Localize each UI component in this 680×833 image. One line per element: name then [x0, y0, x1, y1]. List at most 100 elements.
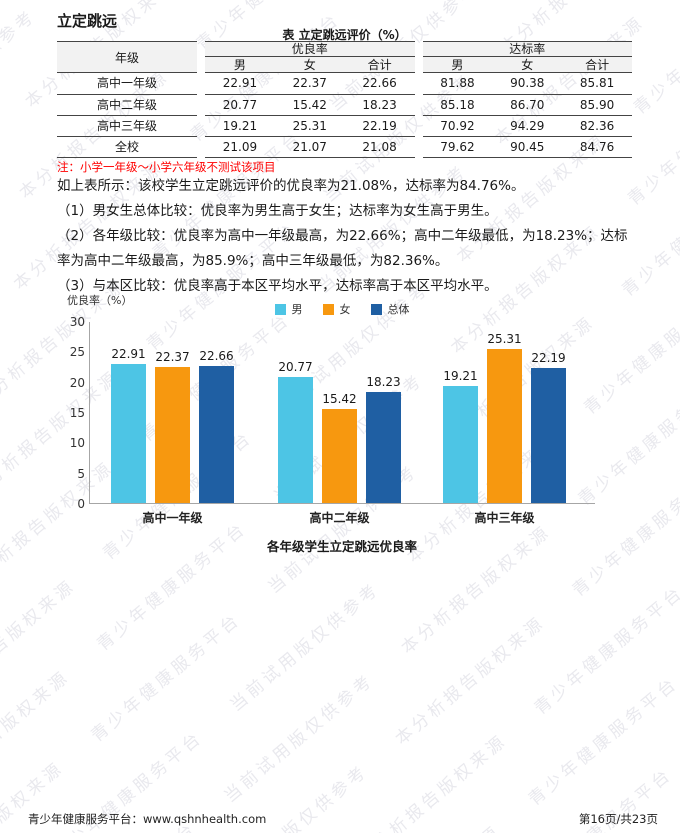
grade-header-cell: 年级 [57, 42, 197, 73]
table-row: 79.62 90.45 84.76 [422, 136, 632, 157]
table-excellent-group: 优良率 男 女 合计 22.91 22.37 22.66 20.77 15.42… [205, 41, 415, 158]
legend-label-female: 女 [339, 303, 351, 316]
value-cell: 85.18 [440, 98, 475, 112]
table-row: 高中一年级 [57, 73, 197, 94]
bar-value-label: 20.77 [278, 360, 313, 374]
page-title: 立定跳远 [57, 12, 118, 30]
bar-slot: 22.19 [531, 322, 566, 503]
bar-female-grade3 [487, 349, 522, 503]
bar-slot: 22.91 [111, 322, 146, 503]
table-title: 表 立定跳远评价（%） [282, 28, 407, 42]
analysis-point-3: （3）与本区比较：优良率高于本区平均水平，达标率高于本区平均水平。 [57, 278, 498, 294]
y-tick-label: 25 [69, 345, 85, 359]
pass-rate-header: 达标率 [422, 42, 632, 57]
value-cell: 19.21 [222, 119, 258, 133]
value-cell: 21.08 [362, 140, 397, 154]
y-tick-label: 10 [69, 436, 85, 450]
table-row: 81.88 90.38 85.81 [423, 73, 633, 94]
bar-slot: 18.23 [366, 322, 401, 503]
legend-swatch-total [370, 303, 382, 315]
grade-cell: 全校 [114, 140, 139, 154]
value-cell: 90.38 [510, 76, 545, 90]
value-cell: 85.90 [579, 98, 615, 112]
bar-total-grade2 [366, 392, 401, 503]
value-cell: 15.42 [292, 98, 327, 112]
bar-group-grade3: 19.21 25.31 22.19 高中三年级 [443, 322, 566, 525]
category-label-grade2: 高中二年级 [309, 511, 370, 525]
value-cell: 22.37 [292, 76, 327, 90]
value-cell: 25.31 [292, 119, 327, 133]
col-header-total: 合计 [585, 58, 610, 72]
analysis-point-1: （1）男女生总体比较：优良率为男生高于女生；达标率为女生高于男生。 [57, 203, 498, 219]
grade-cell: 高中二年级 [96, 98, 157, 112]
legend-swatch-male [274, 303, 286, 315]
bar-female-grade2 [322, 409, 357, 503]
value-cell: 22.91 [222, 76, 258, 90]
value-cell: 81.88 [440, 76, 475, 90]
value-cell: 84.76 [579, 140, 615, 154]
excellent-subheaders: 男 女 合计 [205, 57, 415, 73]
legend-item-total: 总体 [370, 301, 410, 317]
table-row: 19.21 25.31 22.19 [205, 115, 415, 136]
table-row: 70.92 94.29 82.36 [422, 115, 632, 136]
legend-swatch-female [322, 303, 334, 315]
category-label-grade1: 高中一年级 [142, 511, 203, 525]
y-tick-label: 0 [77, 497, 85, 511]
value-cell: 18.23 [362, 98, 397, 112]
analysis-point-2: （2）各年级比较：优良率为高中一年级最高，为22.66%；高中二年级最低，为18… [57, 228, 628, 269]
footer-platform-url: 青少年健康服务平台：www.qshnhealth.com [28, 812, 267, 826]
y-tick-label: 5 [77, 467, 85, 481]
bar-value-label: 19.21 [443, 369, 478, 384]
analysis-text: 如上表所示：该校学生立定跳远评价的优良率为21.08%，达标率为84.76%。 … [57, 174, 634, 299]
bar-group-grade2: 20.77 15.42 18.23 高中二年级 [278, 322, 401, 525]
value-cell: 90.45 [510, 140, 545, 154]
bar-total-grade1 [199, 365, 234, 503]
value-cell: 22.66 [362, 76, 397, 90]
table-grade-column: 年级 高中一年级 高中二年级 高中三年级 全校 [57, 41, 197, 158]
y-tick-label: 30 [69, 315, 85, 329]
bar-value-label: 25.31 [487, 332, 522, 347]
excellent-rate-header: 优良率 [205, 42, 415, 57]
grade-cell: 高中一年级 [96, 76, 157, 90]
value-cell: 86.70 [510, 98, 545, 112]
bar-slot: 22.37 [155, 322, 190, 503]
bar-slot: 25.31 [487, 322, 522, 503]
value-cell: 94.29 [510, 119, 545, 133]
value-cell: 21.09 [222, 140, 258, 154]
bar-value-label: 18.23 [366, 375, 401, 390]
bar-value-label: 15.42 [322, 392, 357, 407]
col-header-male: 男 [233, 58, 246, 72]
bar-slot: 22.66 [199, 322, 234, 503]
table-row: 85.18 86.70 85.90 [422, 94, 632, 115]
table-row: 高中三年级 [57, 115, 197, 136]
table-row: 22.91 22.37 22.66 [205, 73, 415, 94]
value-cell: 21.07 [292, 140, 327, 154]
col-header-female: 女 [303, 58, 316, 72]
y-tick-label: 20 [69, 376, 85, 390]
legend-item-male: 男 [274, 301, 303, 317]
bar-value-label: 22.66 [199, 348, 234, 363]
chart-title: 各年级学生立定跳远优良率 [266, 539, 417, 554]
bar-slot: 20.77 [278, 322, 313, 503]
table-pass-group: 达标率 男 女 合计 81.88 90.38 85.81 85.18 86.70… [422, 41, 633, 158]
bar-slot: 15.42 [322, 322, 357, 503]
col-header-total: 合计 [367, 58, 392, 72]
evaluation-table: 年级 高中一年级 高中二年级 高中三年级 全校 优良率 男 女 合计 22.91… [57, 41, 632, 158]
bar-slot: 19.21 [443, 322, 478, 503]
value-cell: 79.62 [440, 140, 475, 154]
bar-value-label: 22.37 [155, 350, 190, 365]
bar-female-grade1 [155, 367, 190, 503]
bar-male-grade3 [443, 386, 478, 503]
table-row: 全校 [57, 136, 197, 157]
grade-cell: 高中三年级 [96, 119, 157, 133]
y-axis-title: 优良率（%） [67, 294, 133, 307]
legend-label-male: 男 [291, 303, 303, 316]
bar-male-grade1 [111, 364, 146, 503]
footer-page-number: 第16页/共23页 [578, 812, 658, 826]
category-label-grade3: 高中三年级 [474, 511, 535, 525]
col-header-female: 女 [521, 58, 534, 72]
excellent-rate-bar-chart: 优良率（%） 男 女 总体 30 25 20 15 [57, 290, 632, 558]
bar-group-grade1: 22.91 22.37 22.66 高中一年级 [111, 322, 234, 525]
